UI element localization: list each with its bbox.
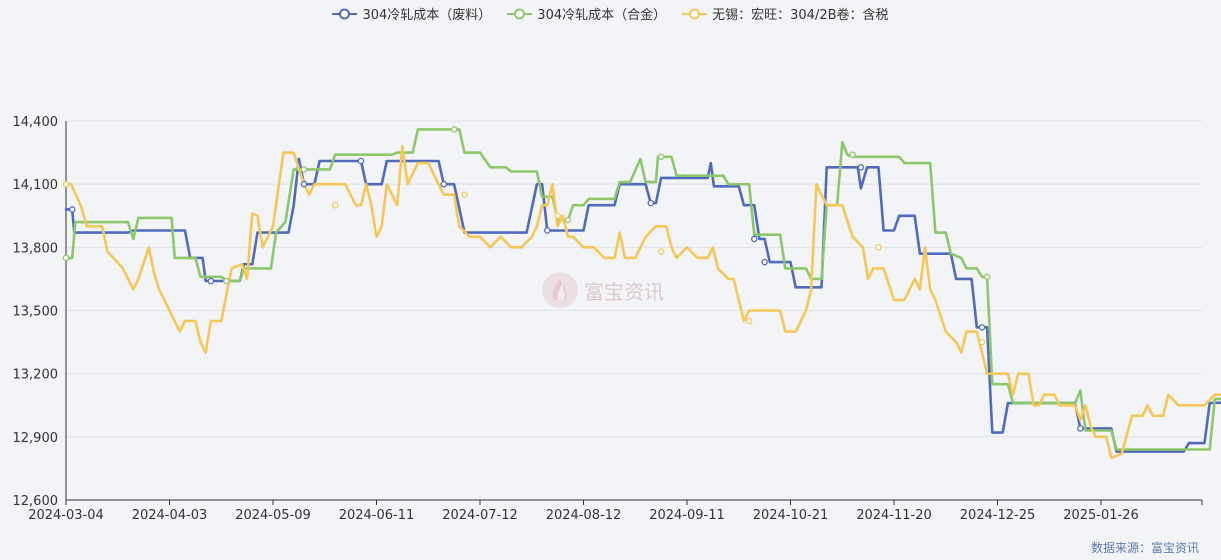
data-point	[857, 164, 865, 171]
legend-label: 304冷轧成本（废料）	[362, 8, 492, 23]
legend-line-marker-icon	[507, 8, 533, 19]
flame-logo-icon	[542, 272, 578, 308]
legend-item-scrap-cost[interactable]: 304冷轧成本（废料）	[332, 4, 491, 23]
data-point	[461, 191, 468, 198]
series-line-2	[64, 145, 1221, 460]
y-tick-label: 12,600	[13, 494, 59, 509]
data-point	[331, 201, 339, 209]
data-point	[300, 166, 308, 173]
data-point	[68, 206, 76, 213]
data-point	[978, 338, 986, 346]
y-tick-label: 14,100	[13, 178, 59, 193]
x-tick-label: 2024-11-20	[856, 508, 932, 523]
x-tick-label: 2024-12-25	[960, 508, 1036, 523]
legend-label: 304冷轧成本（合金）	[537, 8, 667, 23]
data-point	[207, 277, 215, 285]
data-point	[978, 324, 986, 331]
source-note: 数据来源：富宝资讯	[1090, 541, 1199, 555]
legend-line-marker-icon	[682, 8, 708, 19]
data-point	[657, 248, 665, 255]
x-tick-label: 2024-03-04	[28, 508, 104, 523]
y-tick-label: 13,500	[13, 305, 59, 320]
watermark-text: 富宝资讯	[584, 279, 664, 304]
x-tick-label: 2024-09-11	[649, 508, 725, 523]
data-point	[300, 180, 308, 188]
x-tick-label: 2025-01-26	[1063, 508, 1139, 523]
watermark: 富宝资讯	[540, 270, 664, 310]
data-point	[450, 126, 458, 133]
data-point	[1077, 425, 1084, 432]
data-point	[440, 180, 448, 188]
y-tick-label: 14,400	[13, 115, 59, 130]
x-tick-label: 2024-06-11	[339, 508, 415, 523]
x-tick-label: 2024-05-09	[235, 508, 311, 523]
data-point	[761, 258, 768, 266]
data-point	[554, 212, 561, 219]
data-point	[544, 227, 551, 234]
legend: 304冷轧成本（废料） 304冷轧成本（合金） 无锡：宏旺：304/2B卷：含税	[0, 4, 1221, 23]
data-point	[357, 157, 365, 165]
data-point	[62, 254, 70, 262]
series-line-1	[64, 128, 1221, 451]
data-point	[62, 180, 70, 188]
x-tick-label: 2024-10-21	[753, 508, 829, 523]
data-point	[223, 277, 230, 285]
x-tick-label: 2024-08-12	[546, 508, 622, 523]
data-point	[657, 153, 665, 161]
data-point	[983, 273, 991, 281]
data-point	[745, 317, 753, 325]
data-point	[875, 244, 882, 251]
legend-item-alloy-cost[interactable]: 304冷轧成本（合金）	[507, 4, 666, 23]
x-tick-label: 2024-07-12	[442, 508, 518, 523]
legend-item-wuxi-price[interactable]: 无锡：宏旺：304/2B卷：含税	[682, 4, 889, 23]
data-point	[564, 216, 572, 224]
legend-label: 无锡：宏旺：304/2B卷：含税	[712, 8, 889, 23]
x-tick-label: 2024-04-03	[132, 508, 208, 523]
data-point	[647, 199, 655, 207]
series-line-0	[64, 157, 1221, 453]
y-tick-label: 13,800	[13, 241, 59, 256]
data-point	[751, 235, 758, 243]
y-tick-label: 12,900	[13, 431, 59, 446]
y-tick-label: 13,200	[13, 368, 59, 383]
legend-line-marker-icon	[332, 8, 358, 19]
data-point	[849, 151, 856, 158]
